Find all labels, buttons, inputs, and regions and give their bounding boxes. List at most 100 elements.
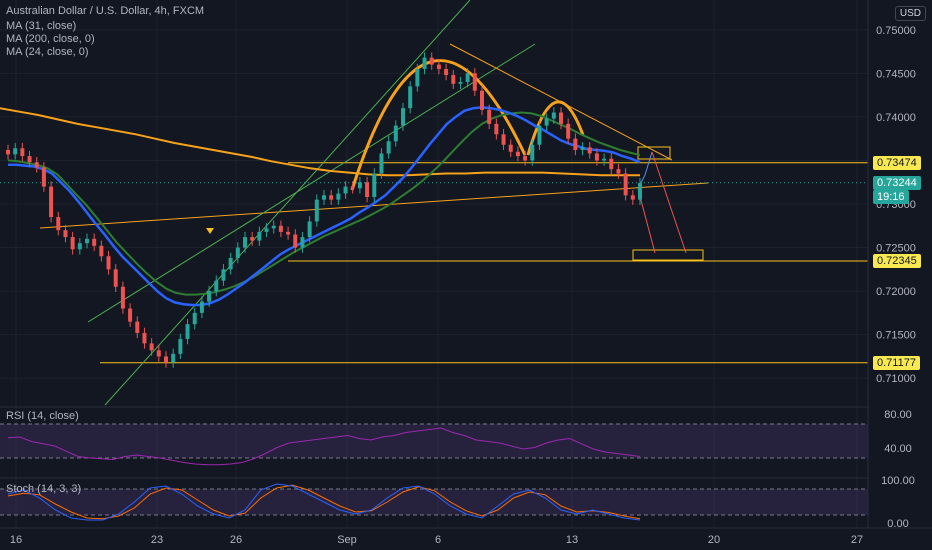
price-tag[interactable]: 0.73244 — [873, 175, 921, 190]
price-tag[interactable]: 0.73474 — [873, 155, 921, 170]
time-tick-label: 16 — [10, 534, 22, 546]
candle-body — [329, 195, 334, 200]
candle-body — [278, 225, 283, 232]
rsi-title[interactable]: RSI (14, close) — [6, 410, 79, 422]
candle-body — [580, 147, 585, 150]
rsi-line — [7, 427, 641, 466]
candle-body — [106, 256, 111, 270]
price-tag[interactable]: 0.71177 — [873, 355, 920, 370]
candle-body — [523, 156, 528, 161]
candle-body — [221, 269, 226, 281]
price-tag[interactable]: 0.72345 — [873, 254, 921, 269]
candle-body — [444, 68, 449, 76]
ma24-line — [7, 111, 641, 296]
ma200-line — [0, 107, 640, 177]
legend-ma31[interactable]: MA (31, close) — [6, 20, 77, 32]
symbol-title[interactable]: Australian Dollar / U.S. Dollar, 4h, FXC… — [6, 5, 205, 17]
rsi-pane[interactable] — [0, 406, 868, 466]
candle-body — [250, 237, 255, 241]
candle-body — [113, 269, 118, 287]
rsi-band — [0, 424, 868, 458]
candle-body — [393, 125, 398, 142]
candle-body — [27, 156, 32, 163]
candle-body — [343, 186, 348, 194]
candle-body — [350, 186, 355, 189]
candle-body — [199, 301, 204, 313]
candle-body — [149, 343, 154, 351]
moving-averages — [0, 106, 641, 307]
stoch-title[interactable]: Stoch (14, 3, 3) — [6, 483, 82, 495]
stoch-pane[interactable] — [0, 477, 868, 521]
candle-body — [515, 151, 520, 157]
candle-body — [544, 118, 549, 126]
price-tick-label: 0.71500 — [876, 330, 916, 342]
down-arrow — [651, 151, 687, 254]
candle-body — [6, 149, 10, 155]
candle-body — [372, 173, 377, 198]
rsi-tick-label: 80.00 — [884, 409, 912, 421]
candle-body — [401, 108, 405, 126]
candle-body — [573, 138, 578, 150]
chart-drawings — [0, 0, 868, 406]
candle-body — [192, 312, 197, 325]
candle-body — [257, 231, 262, 241]
currency-badge[interactable]: USD — [894, 6, 926, 21]
candle-body — [458, 82, 463, 84]
time-tick-label: 23 — [151, 534, 163, 546]
candles — [6, 52, 642, 368]
candle-body — [214, 280, 219, 292]
time-tick-label: 26 — [230, 534, 242, 546]
candle-body — [386, 141, 391, 154]
candle-body — [135, 321, 140, 333]
candle-body — [34, 162, 39, 168]
candle-body — [92, 238, 97, 246]
legend-ma24[interactable]: MA (24, close, 0) — [6, 46, 89, 58]
candle-body — [77, 243, 82, 250]
candle-body — [623, 173, 628, 196]
stoch-k-line — [7, 483, 641, 521]
candle-body — [408, 86, 413, 109]
candle-body — [487, 109, 492, 124]
price-tick-label: 0.74000 — [876, 112, 916, 124]
candle-body — [630, 195, 635, 200]
candle-body — [293, 234, 298, 248]
time-tick-label: 6 — [435, 534, 441, 546]
candle-body — [286, 231, 291, 235]
time-tick-label: 27 — [851, 534, 863, 546]
candle-body — [185, 324, 190, 340]
candle-body — [49, 186, 54, 218]
candle-body — [128, 308, 133, 322]
candle-body — [207, 291, 212, 302]
candle-body — [142, 332, 147, 344]
candle-body — [228, 258, 233, 270]
candle-body — [566, 123, 571, 139]
legend-ma200[interactable]: MA (200, close, 0) — [6, 33, 95, 45]
candle-body — [602, 158, 607, 161]
candle-body — [235, 247, 240, 259]
marker-triangle — [206, 228, 214, 234]
candle-body — [429, 57, 434, 65]
candle-body — [314, 199, 319, 222]
candle-body — [171, 353, 176, 363]
candle-body — [271, 225, 276, 229]
time-tick-label: 13 — [566, 534, 578, 546]
price-tag[interactable]: 19:16 — [873, 189, 909, 204]
candle-body — [120, 286, 125, 309]
time-tick-label: 20 — [708, 534, 720, 546]
candle-body — [322, 195, 326, 200]
candle-body — [20, 148, 25, 157]
candle-body — [551, 112, 556, 119]
target-box — [632, 249, 704, 261]
candle-body — [508, 144, 513, 152]
candle-body — [451, 75, 456, 84]
time-axis[interactable]: 16 23 26 Sep 6 13 20 27 — [0, 527, 932, 546]
price-tick-label: 0.74500 — [876, 68, 916, 80]
candle-body — [501, 134, 506, 145]
channel-lower — [104, 0, 471, 406]
candle-body — [365, 182, 370, 198]
down-arrow — [637, 188, 656, 254]
candle-body — [494, 123, 499, 135]
candle-body — [530, 144, 535, 161]
candle-body — [465, 73, 470, 83]
